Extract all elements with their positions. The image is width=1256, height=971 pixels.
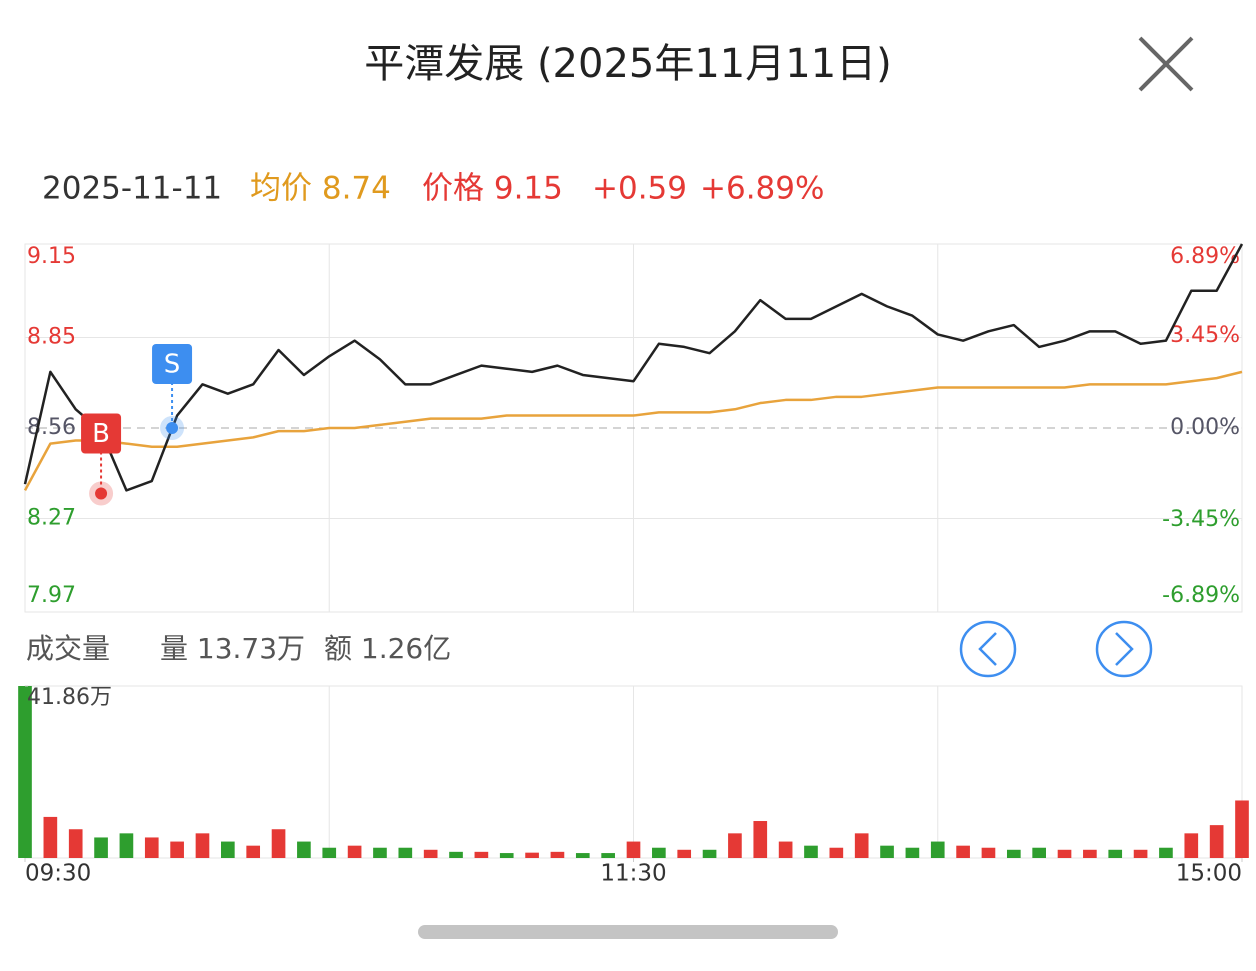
y2-tick-label: 3.45% — [1170, 323, 1240, 348]
volume-bar — [601, 853, 615, 858]
marker-box — [152, 344, 193, 384]
volume-bar — [753, 821, 768, 858]
volume-bar — [18, 686, 32, 858]
y2-tick-label: -3.45% — [1162, 507, 1240, 532]
volume-turnover: 额 1.26亿 — [324, 632, 451, 665]
volume-bar — [1083, 849, 1097, 858]
marker-label: S — [164, 350, 181, 380]
volume-bar — [449, 851, 463, 858]
y2-tick-label: -6.89% — [1162, 583, 1240, 608]
volume-bar — [322, 847, 337, 858]
home-indicator — [418, 925, 838, 939]
volume-bar — [474, 851, 489, 858]
volume-bar — [778, 841, 793, 858]
close-button[interactable] — [1138, 36, 1194, 92]
vol-tick-label: 41.86万 — [27, 685, 112, 710]
info-avg: 均价 8.74 — [250, 171, 391, 207]
volume-title: 成交量 — [26, 632, 110, 665]
next-button[interactable] — [1095, 620, 1153, 678]
series-line — [23, 370, 1243, 491]
volume-bar — [525, 852, 539, 858]
y2-tick-label: 0.00% — [1170, 415, 1240, 440]
info-price: 价格 9.15 — [422, 171, 563, 207]
volume-bar — [347, 845, 362, 858]
x-tick-label: 11:30 — [600, 861, 666, 887]
series-line — [23, 243, 1244, 492]
volume-bar — [575, 853, 590, 858]
volume-bar — [195, 833, 210, 858]
prev-button[interactable] — [959, 620, 1017, 678]
volume-bar — [499, 853, 514, 858]
marker-box — [81, 413, 122, 454]
volume-bar — [1108, 849, 1123, 858]
volume-bar — [68, 829, 83, 858]
volume-bar — [626, 841, 641, 858]
volume-bar — [905, 847, 920, 858]
volume-bar — [1184, 833, 1199, 858]
volume-bar — [956, 845, 970, 858]
volume-bar — [1057, 849, 1072, 858]
volume-bar — [1133, 849, 1148, 858]
volume-bar — [728, 833, 742, 858]
volume-bar — [829, 847, 844, 858]
volume-bar — [398, 847, 413, 858]
volume-bar — [1235, 800, 1249, 858]
y-tick-label: 8.56 — [27, 415, 76, 440]
volume-bar — [170, 841, 184, 858]
volume-bar — [423, 849, 438, 858]
title: 平潭发展 (2025年11月11日) — [364, 41, 892, 87]
volume-bar — [297, 841, 311, 858]
marker-label: B — [92, 419, 110, 449]
volume-bar — [702, 849, 717, 858]
volume-bar — [271, 829, 286, 858]
y-tick-label: 8.27 — [27, 505, 76, 530]
volume-bar — [880, 845, 894, 858]
volume-bar — [1209, 825, 1224, 858]
volume-bar — [246, 845, 261, 858]
volume-bar — [43, 816, 58, 858]
y2-tick-label: 6.89% — [1170, 244, 1240, 269]
volume-bar — [94, 837, 108, 858]
x-tick-label: 15:00 — [1176, 861, 1242, 887]
volume-bar — [550, 851, 565, 858]
volume-bar — [930, 841, 945, 858]
info-change-pct: +6.89% — [700, 171, 824, 207]
y-tick-label: 9.15 — [27, 244, 76, 269]
volume-bar — [1159, 847, 1173, 858]
volume-bar — [144, 837, 159, 858]
volume-amount: 量 13.73万 — [160, 632, 305, 665]
volume-bar — [854, 833, 869, 858]
info-date: 2025-11-11 — [42, 171, 222, 207]
info-change: +0.59 — [592, 171, 687, 207]
volume-bar — [804, 845, 818, 858]
marker-dot — [166, 422, 179, 434]
volume-bar — [677, 849, 692, 858]
volume-bar — [119, 833, 134, 858]
volume-bar — [1032, 847, 1046, 858]
marker-dot — [95, 487, 108, 500]
x-tick-label: 09:30 — [25, 861, 91, 887]
volume-bar — [1006, 849, 1021, 858]
y-tick-label: 8.85 — [27, 325, 76, 350]
y-tick-label: 7.97 — [27, 583, 76, 608]
volume-bar — [981, 847, 996, 858]
volume-bar — [652, 847, 666, 858]
volume-bar — [373, 847, 387, 858]
volume-bar — [221, 841, 235, 858]
